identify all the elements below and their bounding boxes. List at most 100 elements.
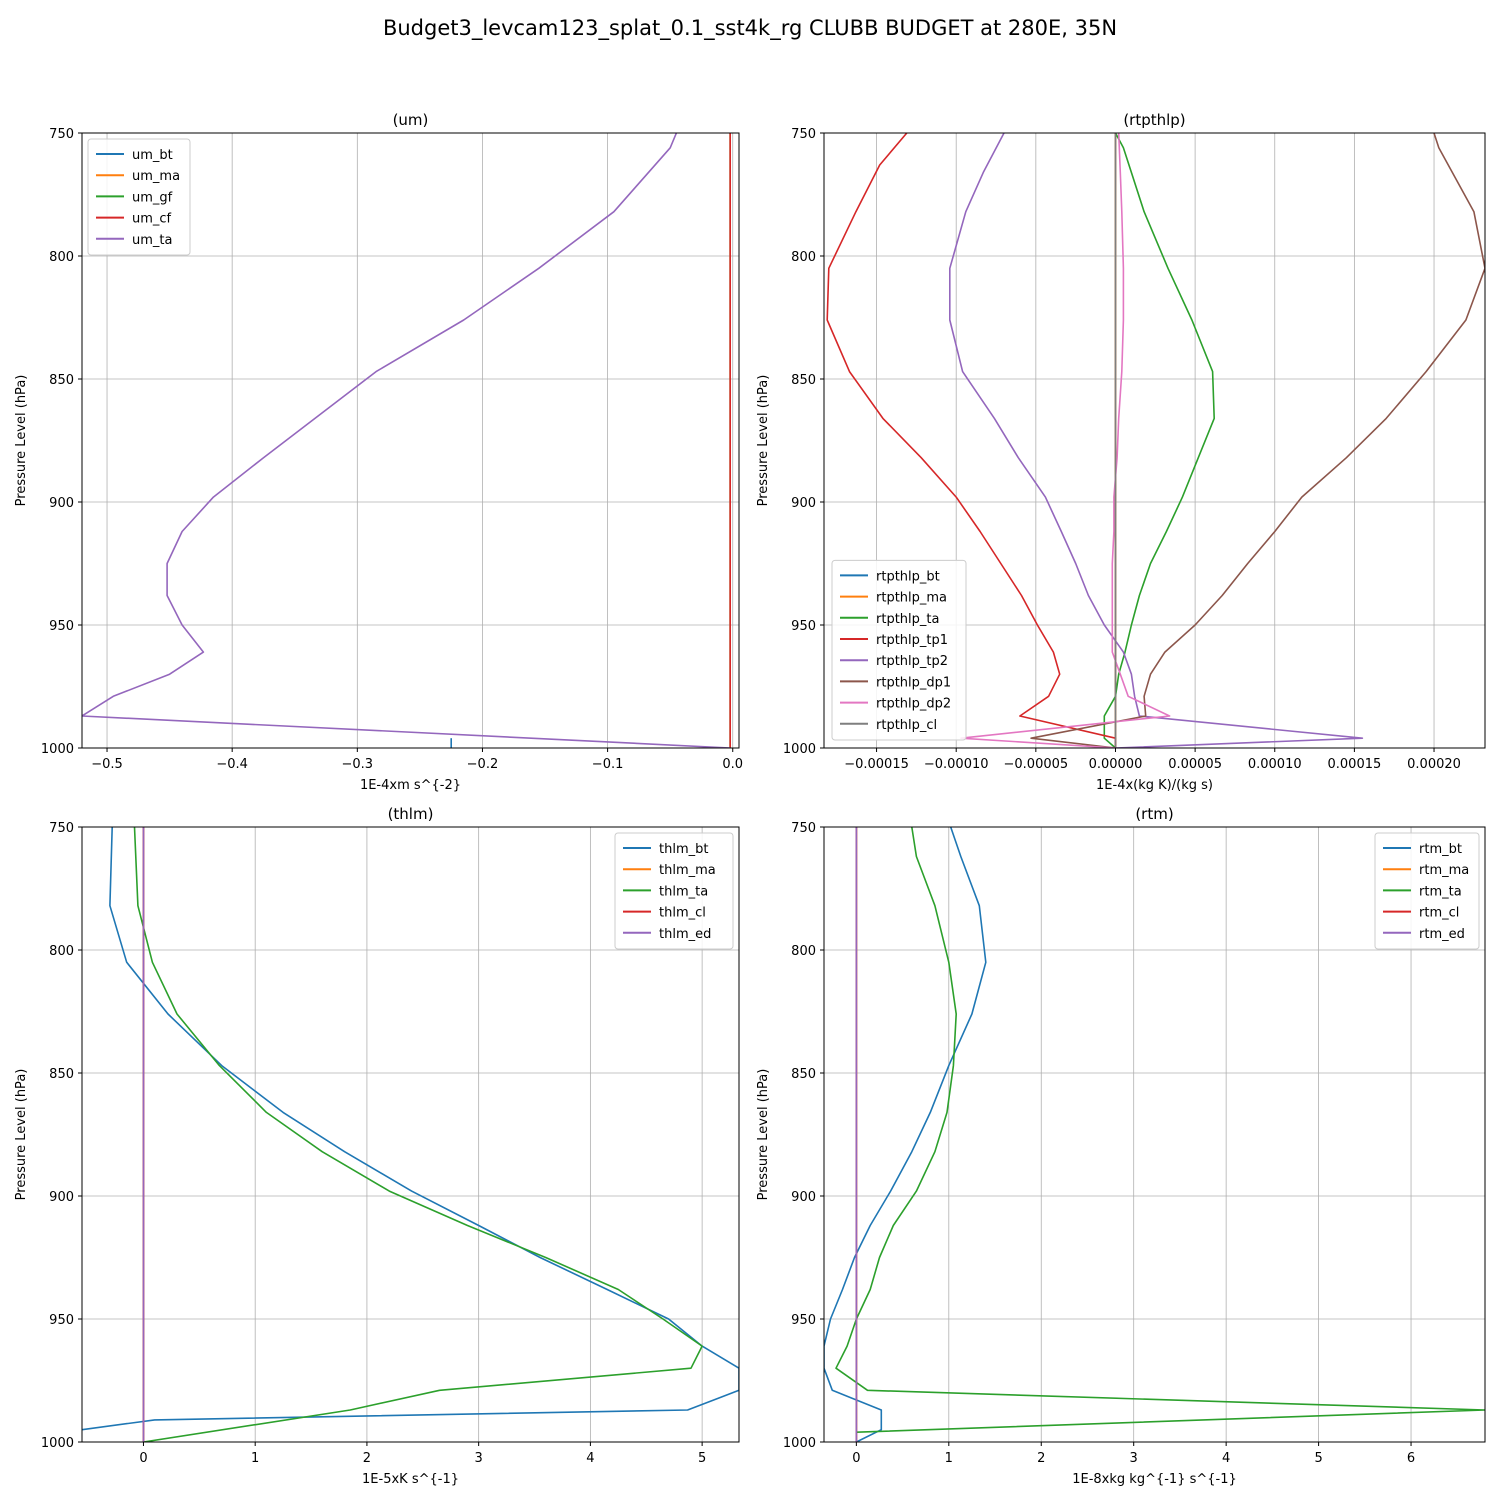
y-tick-label: 1000 bbox=[41, 1436, 74, 1451]
x-tick-label: −0.1 bbox=[592, 757, 624, 772]
series-line-thlm_bt bbox=[82, 827, 739, 1431]
y-tick-label: 950 bbox=[49, 1313, 74, 1328]
legend-box bbox=[1374, 832, 1480, 950]
legend-label: rtm_ta bbox=[1419, 884, 1462, 899]
x-tick-label: 1 bbox=[251, 1451, 259, 1466]
x-tick-label: −0.00015 bbox=[844, 757, 909, 772]
series-line-rtpthlp_dp1 bbox=[1030, 133, 1485, 748]
legend-label: rtpthlp_dp1 bbox=[876, 675, 951, 690]
y-tick-label: 900 bbox=[49, 496, 74, 511]
legend-label: rtpthlp_ma bbox=[876, 591, 947, 606]
legend-label: um_bt bbox=[132, 148, 173, 163]
y-axis-label: Pressure Level (hPa) bbox=[14, 1069, 29, 1201]
chart-title: (rtpthlp) bbox=[1123, 111, 1185, 129]
x-tick-label: 1 bbox=[945, 1451, 953, 1466]
legend-label: thlm_ta bbox=[659, 884, 708, 899]
y-tick-label: 850 bbox=[49, 1067, 74, 1082]
legend-label: um_cf bbox=[132, 212, 172, 227]
y-tick-label: 850 bbox=[791, 373, 816, 388]
series-line-rtpthlp_ta bbox=[1103, 133, 1215, 748]
x-tick-label: 0.00000 bbox=[1089, 757, 1143, 772]
x-tick-label: 0.00010 bbox=[1248, 757, 1302, 772]
legend-label: um_gf bbox=[132, 190, 173, 205]
y-tick-label: 1000 bbox=[41, 742, 74, 757]
series-line-rtm_bt bbox=[824, 827, 987, 1442]
axes-frame bbox=[81, 132, 740, 749]
y-tick-label: 950 bbox=[791, 1313, 816, 1328]
x-axis-label: 1E-5xK s^{-1} bbox=[362, 1472, 459, 1487]
series-line-rtpthlp_tp2 bbox=[948, 133, 1364, 748]
x-tick-label: 4 bbox=[1222, 1451, 1230, 1466]
x-tick-label: −0.00010 bbox=[924, 757, 989, 772]
legend-label: rtpthlp_ta bbox=[876, 612, 939, 627]
legend: thlm_bt thlm_ma thlm_ta thlm_cl thlm_ed bbox=[614, 832, 734, 950]
chart-panel-3: 0 1 2 3 4 5 6 750 800 850 900 950 1000 (rtm) 1E-8xkg k… bbox=[756, 805, 1486, 1487]
y-tick-label: 800 bbox=[49, 944, 74, 959]
legend-label: rtpthlp_cl bbox=[876, 718, 937, 733]
x-tick-label: 0.0 bbox=[722, 757, 743, 772]
x-tick-label: −0.3 bbox=[342, 757, 374, 772]
x-tick-label: 0.00020 bbox=[1407, 757, 1461, 772]
chart-panel-1: −0.00015 −0.00010 −0.00005 0.00000 0.00005 0.… bbox=[756, 111, 1486, 793]
x-axis-label: 1E-4x(kg K)/(kg s) bbox=[1096, 778, 1213, 793]
x-tick-label: 5 bbox=[698, 1451, 706, 1466]
legend-label: thlm_bt bbox=[659, 842, 708, 857]
y-tick-label: 1000 bbox=[783, 742, 816, 757]
chart-panel-2: 0 1 2 3 4 5 750 800 850 900 950 1000 (thlm) 1E-5xK s^… bbox=[14, 805, 740, 1487]
x-tick-label: 3 bbox=[475, 1451, 483, 1466]
x-tick-label: 4 bbox=[586, 1451, 594, 1466]
x-axis-label: 1E-4xm s^{-2} bbox=[360, 778, 461, 793]
chart-title: (thlm) bbox=[388, 805, 434, 823]
x-tick-label: 0 bbox=[852, 1451, 860, 1466]
series-line-rtpthlp_tp1 bbox=[826, 133, 1117, 748]
series-group bbox=[826, 133, 1485, 748]
legend: rtm_bt rtm_ma rtm_ta rtm_cl rtm_ed bbox=[1374, 832, 1480, 950]
y-tick-label: 750 bbox=[49, 821, 74, 836]
legend-label: rtm_ma bbox=[1419, 863, 1469, 878]
y-tick-label: 750 bbox=[791, 821, 816, 836]
x-tick-label: 2 bbox=[363, 1451, 371, 1466]
legend-label: rtpthlp_dp2 bbox=[876, 697, 951, 712]
chart-panel-0: −0.5 −0.4 −0.3 −0.2 −0.1 0.0 750 800 850 900 950 10… bbox=[14, 111, 743, 793]
x-tick-label: −0.2 bbox=[467, 757, 499, 772]
figure-title: Budget3_levcam123_splat_0.1_sst4k_rg CLU… bbox=[382, 16, 1118, 40]
x-tick-label: 6 bbox=[1407, 1451, 1415, 1466]
series-line-thlm_ta bbox=[133, 827, 703, 1442]
y-tick-label: 750 bbox=[791, 127, 816, 142]
legend-box bbox=[831, 559, 967, 741]
series-line-rtm_ta bbox=[835, 827, 1485, 1433]
y-tick-label: 950 bbox=[791, 619, 816, 634]
legend-label: thlm_cl bbox=[659, 906, 706, 921]
y-tick-label: 1000 bbox=[783, 1436, 816, 1451]
y-tick-label: 800 bbox=[791, 250, 816, 265]
y-tick-label: 750 bbox=[49, 127, 74, 142]
legend-box bbox=[614, 832, 734, 950]
y-tick-label: 900 bbox=[791, 496, 816, 511]
y-tick-label: 950 bbox=[49, 619, 74, 634]
legend: rtpthlp_bt rtpthlp_ma rtpthlp_ta rtpthlp_tp… bbox=[831, 559, 967, 741]
legend: um_bt um_ma um_gf um_cf um_ta bbox=[87, 138, 191, 256]
legend-label: rtm_bt bbox=[1419, 842, 1462, 857]
legend-label: um_ma bbox=[132, 169, 180, 184]
legend-label: rtm_cl bbox=[1419, 906, 1459, 921]
y-axis-label: Pressure Level (hPa) bbox=[756, 375, 771, 507]
y-tick-label: 800 bbox=[791, 944, 816, 959]
series-group bbox=[82, 133, 732, 748]
axes-frame bbox=[823, 132, 1486, 749]
y-tick-label: 900 bbox=[49, 1190, 74, 1205]
axes-frame bbox=[81, 826, 740, 1443]
x-tick-label: 0 bbox=[139, 1451, 147, 1466]
x-tick-label: −0.4 bbox=[216, 757, 248, 772]
axes-frame bbox=[823, 826, 1486, 1443]
x-tick-label: 0.00005 bbox=[1168, 757, 1222, 772]
series-group bbox=[824, 827, 1485, 1442]
y-axis-label: Pressure Level (hPa) bbox=[14, 375, 29, 507]
legend-label: rtpthlp_tp1 bbox=[876, 633, 948, 648]
legend-label: thlm_ma bbox=[659, 863, 716, 878]
y-axis-label: Pressure Level (hPa) bbox=[756, 1069, 771, 1201]
series-line-rtpthlp_dp2 bbox=[960, 133, 1171, 748]
legend-label: um_ta bbox=[132, 233, 172, 248]
x-tick-label: 3 bbox=[1130, 1451, 1138, 1466]
series-group bbox=[82, 827, 739, 1442]
